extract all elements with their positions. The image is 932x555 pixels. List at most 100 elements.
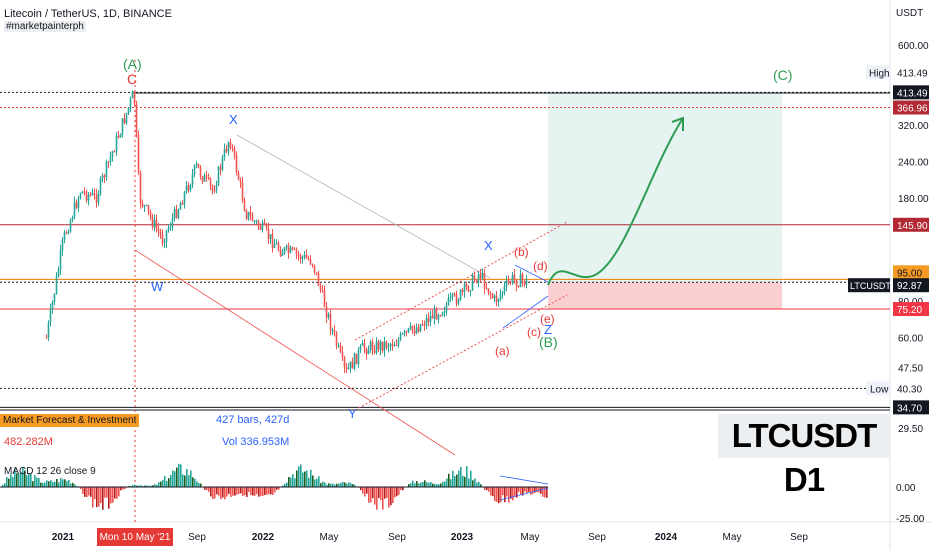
candle-body [242, 182, 244, 200]
macd-tick-1: -25.00 [896, 514, 925, 525]
macd-bar [386, 487, 388, 498]
candle-body [314, 265, 316, 272]
macd-bar [372, 487, 374, 498]
candle-body [318, 273, 320, 286]
candle-body [466, 284, 468, 287]
candle-body [320, 286, 322, 290]
candle-body [164, 242, 166, 243]
candle-body [388, 346, 390, 347]
candle-body [474, 275, 476, 280]
macd-bar [172, 470, 174, 487]
candle-body [428, 318, 430, 322]
macd-tick-0: 0.00 [896, 483, 916, 494]
candle-body [68, 232, 70, 233]
macd-bar [426, 482, 428, 487]
candle-body [176, 209, 178, 218]
price-tick-0: 600.00 [898, 41, 929, 52]
candle-body [282, 253, 284, 256]
macd-bar [350, 483, 352, 487]
candle-body [502, 292, 504, 294]
macd-bar [320, 483, 322, 487]
candle-body [168, 228, 170, 230]
candle-body [336, 333, 338, 346]
candle-body [186, 185, 188, 192]
candle-body [272, 234, 274, 248]
candle-body [248, 212, 250, 219]
macd-bar [38, 478, 40, 487]
macd-bar [328, 483, 330, 487]
macd-bar [92, 487, 94, 507]
macd-bar [446, 478, 448, 487]
candle-body [310, 259, 312, 264]
candle-body [220, 167, 222, 170]
candle-body [498, 299, 500, 302]
candle-body [324, 290, 326, 307]
candle-body [454, 294, 456, 295]
candle-body [280, 250, 282, 256]
macd-bar [252, 487, 254, 496]
wave-label-12: (B) [539, 334, 558, 350]
candle-body [396, 345, 398, 346]
candle-body [122, 118, 124, 134]
candle-body [368, 350, 370, 354]
candle-body [50, 309, 52, 323]
candle-body [252, 215, 254, 221]
candle-body [506, 280, 508, 285]
forecast-value: 482.282M [4, 436, 53, 448]
candle-body [448, 298, 450, 305]
candle-body [344, 357, 346, 367]
candle-body [284, 248, 286, 253]
candle-body [246, 211, 248, 219]
macd-bar [4, 483, 6, 487]
candle-body [278, 243, 280, 250]
macd-bar [332, 484, 334, 487]
macd-bar [184, 476, 186, 487]
candle-body [56, 276, 58, 294]
price-tag-text-target: 366.96 [897, 104, 928, 115]
macd-bar [460, 467, 462, 487]
macd-bar [42, 483, 44, 487]
macd-bar [412, 481, 414, 487]
macd-bar [496, 487, 498, 502]
macd-bar [8, 479, 10, 487]
candle-body [352, 361, 354, 368]
macd-bar [214, 487, 216, 499]
triangle-channel-top [355, 222, 567, 340]
candle-body [386, 342, 388, 348]
candle-body [266, 225, 268, 228]
candle-body [258, 221, 260, 227]
macd-bar [506, 487, 508, 497]
candle-body [322, 290, 324, 291]
candle-body [296, 249, 298, 254]
macd-bar [524, 487, 526, 492]
macd-bar [244, 487, 246, 495]
price-tick-6: 47.50 [898, 363, 923, 374]
candle-body [438, 315, 440, 319]
candle-body [144, 205, 146, 206]
macd-bar [530, 487, 532, 495]
candle-body [458, 300, 460, 303]
candle-body [374, 350, 376, 353]
candle-body [108, 161, 110, 162]
macd-bar [318, 476, 320, 487]
macd-bar [228, 487, 230, 494]
candle-body [512, 275, 514, 283]
macd-bar [210, 487, 212, 496]
candle-body [300, 255, 302, 259]
macd-bar [420, 482, 422, 487]
macd-bar [458, 471, 460, 487]
candle-body [334, 330, 336, 333]
macd-bar [492, 487, 494, 496]
candle-body [206, 175, 208, 177]
macd-bar [66, 481, 68, 487]
macd-bar [230, 487, 232, 497]
candle-body [452, 294, 454, 297]
candle-body [402, 334, 404, 335]
time-tick-1: Sep [188, 532, 206, 543]
candle-body [346, 367, 348, 369]
candle-body [98, 194, 100, 203]
candle-body [196, 164, 198, 166]
macd-bar [392, 487, 394, 503]
candle-body [306, 255, 308, 259]
macd-bar [292, 474, 294, 487]
